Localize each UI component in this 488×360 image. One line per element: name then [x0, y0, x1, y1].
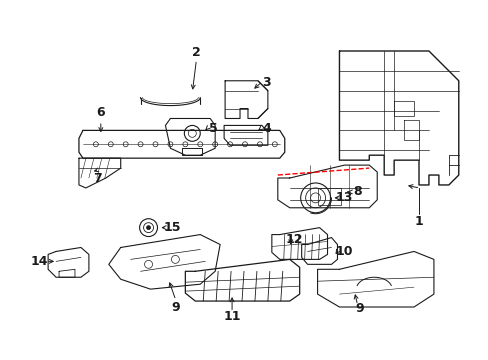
Text: 1: 1: [414, 215, 423, 228]
Text: 11: 11: [223, 310, 240, 323]
Text: 12: 12: [285, 233, 303, 246]
Text: 9: 9: [171, 301, 179, 314]
Text: 2: 2: [191, 46, 200, 59]
Text: 6: 6: [96, 106, 105, 119]
Text: 4: 4: [262, 122, 271, 135]
Text: 10: 10: [335, 245, 352, 258]
Text: 9: 9: [354, 302, 363, 315]
Text: 14: 14: [30, 255, 48, 268]
Text: 15: 15: [163, 221, 181, 234]
Text: 3: 3: [262, 76, 271, 89]
Text: 8: 8: [352, 185, 361, 198]
Text: 7: 7: [93, 171, 102, 185]
Text: 13: 13: [335, 192, 352, 204]
Circle shape: [146, 226, 150, 230]
Text: 5: 5: [208, 122, 217, 135]
